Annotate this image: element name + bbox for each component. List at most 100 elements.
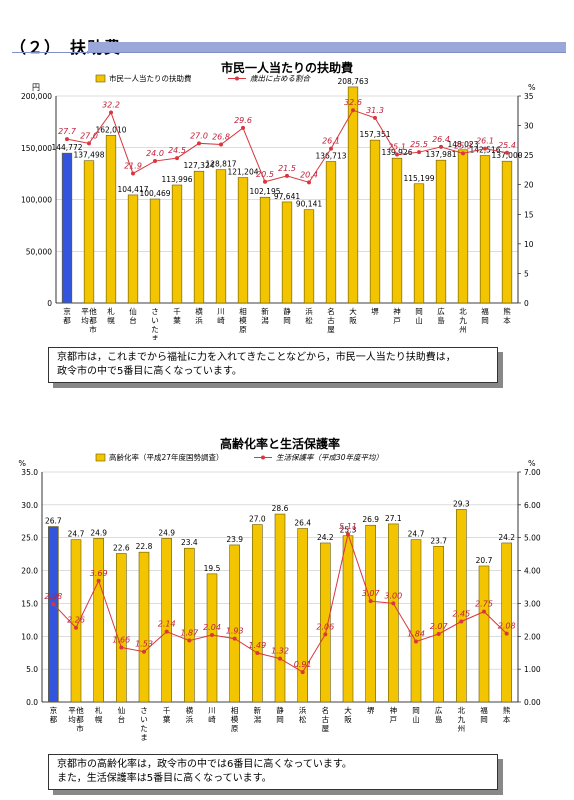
bar-value-label: 162,010	[95, 125, 126, 134]
y2-tick-label: 4.00	[524, 567, 541, 576]
line-value-label: 2.04	[203, 623, 221, 632]
line-value-label: 21.9	[124, 161, 142, 170]
line-point	[417, 150, 421, 155]
x-tick-label: 阪	[349, 316, 357, 325]
bar-value-label: 137,000	[491, 151, 522, 160]
x-tick-label: 熊	[503, 705, 511, 715]
x-tick-label: 堺	[371, 306, 379, 316]
x-tick-label: さ	[140, 706, 148, 715]
line-value-label: 1.32	[271, 647, 289, 656]
y2-tick-label: 30	[524, 122, 534, 131]
x-tick-label: 他	[89, 306, 97, 316]
line-point	[241, 125, 245, 130]
x-tick-label: 名	[327, 306, 335, 316]
y-tick-label: 200,000	[21, 92, 52, 101]
x-tick-label: 大	[349, 306, 357, 316]
line-point	[131, 171, 135, 176]
y2-tick-label: 10	[524, 240, 534, 249]
bar	[413, 183, 425, 304]
x-tick-label: 京	[63, 306, 71, 316]
x-tick-label: 新	[254, 705, 262, 715]
bar-value-label: 19.5	[204, 564, 221, 573]
line-value-label: 2.14	[158, 620, 176, 629]
x-tick-label: 古	[327, 315, 335, 325]
line-point	[74, 625, 78, 630]
bar	[161, 538, 172, 703]
x-tick-label: 屋	[327, 325, 335, 334]
bar-value-label: 23.9	[226, 535, 243, 544]
line-value-label: 1.66	[112, 635, 130, 644]
chart2-note-text: 京都市の高齢化率は，政令市の中では6番目に高くなっています。 また，生活保護率は…	[57, 759, 352, 784]
line-value-label: 27.0	[80, 131, 98, 140]
line-point	[153, 159, 157, 164]
bar	[229, 544, 240, 703]
x-tick-label: 相	[231, 705, 239, 715]
bar-value-label: 90,141	[296, 200, 322, 209]
line-point	[109, 110, 113, 115]
bar	[184, 547, 195, 703]
y-tick-label: 35.0	[21, 468, 38, 477]
x-tick-label: 松	[299, 714, 307, 724]
line-value-label: 31.3	[366, 106, 384, 115]
line-value-label: 3.00	[384, 591, 402, 600]
bar-value-label: 27.1	[385, 514, 402, 523]
x-tick-label: さ	[151, 307, 159, 316]
x-tick-label: 北	[458, 706, 466, 715]
bar-value-label: 208,763	[337, 77, 368, 86]
bar	[347, 86, 359, 304]
line-point	[65, 137, 69, 142]
line-value-label: 0.91	[294, 660, 312, 669]
bar-value-label: 121,204	[227, 168, 258, 177]
legend-swatch-marker	[261, 455, 265, 460]
bar	[297, 528, 308, 703]
line-value-label: 24.0	[146, 149, 164, 158]
x-tick-label: 相	[239, 306, 247, 316]
bar	[410, 539, 422, 703]
line-point	[210, 632, 214, 637]
x-tick-label: い	[140, 715, 148, 724]
line-value-label: 2.45	[452, 610, 470, 619]
x-tick-label: 仙	[118, 705, 126, 715]
line-point	[51, 602, 56, 607]
legend-swatch-marker	[235, 76, 239, 81]
line-point	[395, 152, 399, 157]
legend-label-bar: 高齢化率（平成27年度国勢調査）	[109, 452, 224, 462]
line-value-label: 1.93	[226, 627, 244, 636]
x-tick-label: 阪	[344, 715, 352, 724]
x-tick-label: 均	[68, 714, 76, 724]
bar-value-label: 104,417	[117, 185, 148, 194]
y2-tick-label: 1.00	[524, 665, 541, 674]
x-tick-label: た	[151, 325, 159, 334]
bar	[105, 135, 117, 304]
x-tick-label: 本	[503, 714, 511, 724]
x-tick-label: 山	[415, 315, 423, 325]
y2-tick-label: 20	[524, 181, 534, 190]
line-value-label: 1.84	[407, 630, 425, 639]
x-tick-label: 幌	[107, 315, 115, 325]
line-point	[87, 141, 91, 146]
line-point	[439, 144, 443, 149]
line-point	[119, 645, 124, 650]
x-tick-label: 他	[76, 705, 84, 715]
line-value-label: 1.53	[135, 640, 153, 649]
bar-value-label: 24.9	[158, 528, 175, 537]
y-tick-label: 5.0	[26, 665, 38, 674]
line-point	[414, 639, 418, 644]
line-point	[329, 146, 333, 151]
x-tick-label: 原	[239, 325, 247, 334]
x-tick-label: 模	[239, 315, 247, 325]
bar-value-label: 22.8	[136, 542, 153, 551]
bar	[433, 545, 444, 703]
bar-value-label: 137,498	[73, 151, 104, 160]
x-tick-label: 島	[437, 315, 445, 325]
bar	[259, 196, 271, 304]
bar	[116, 553, 127, 703]
x-tick-label: 市	[76, 723, 84, 733]
x-tick-label: 北	[459, 307, 467, 316]
x-tick-label: 岡	[283, 316, 291, 325]
legend-label-line: 生活保護率（平成30年度平均）	[276, 453, 383, 462]
x-tick-label: 崎	[217, 315, 225, 325]
line-point	[346, 532, 350, 537]
line-point	[368, 599, 373, 604]
bar-value-label: 115,199	[403, 174, 434, 183]
